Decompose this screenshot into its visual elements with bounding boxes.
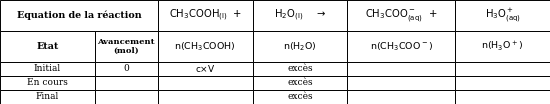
Text: $\rm n(H_3O^+)$: $\rm n(H_3O^+)$ <box>481 40 524 53</box>
Bar <box>455 76 550 90</box>
Bar <box>95 76 158 90</box>
Bar <box>252 76 348 90</box>
Text: 0: 0 <box>123 64 129 73</box>
Bar <box>252 90 348 104</box>
Text: Etat: Etat <box>36 42 59 51</box>
Bar <box>158 90 252 104</box>
Bar <box>158 0 252 31</box>
Bar <box>252 0 348 31</box>
Text: $\rm n(CH_3COOH)$: $\rm n(CH_3COOH)$ <box>174 40 236 53</box>
Text: excès: excès <box>287 92 313 102</box>
Bar <box>0 90 95 104</box>
Bar <box>348 76 455 90</box>
Bar <box>0 62 95 76</box>
Text: Final: Final <box>36 92 59 102</box>
Text: Initial: Initial <box>34 64 61 73</box>
Bar <box>252 31 348 62</box>
Text: $\rm c{\times}V$: $\rm c{\times}V$ <box>195 63 216 74</box>
Text: $\rm n(H_2O)$: $\rm n(H_2O)$ <box>283 40 317 53</box>
Bar <box>348 90 455 104</box>
Bar <box>455 90 550 104</box>
Text: $\rm H_3O^+_{(aq)}$: $\rm H_3O^+_{(aq)}$ <box>485 7 520 24</box>
Bar <box>95 90 158 104</box>
Bar <box>158 62 252 76</box>
Text: $\rm CH_3COOH_{(l)}$  $+$: $\rm CH_3COOH_{(l)}$ $+$ <box>168 8 241 23</box>
Text: Equation de la réaction: Equation de la réaction <box>16 11 141 20</box>
Bar <box>348 62 455 76</box>
Text: $\rm n(CH_3COO^-)$: $\rm n(CH_3COO^-)$ <box>370 40 433 53</box>
Bar <box>95 62 158 76</box>
Bar <box>348 31 455 62</box>
Bar <box>0 31 95 62</box>
Bar <box>158 76 252 90</box>
Text: Avancement
(mol): Avancement (mol) <box>97 38 155 55</box>
Bar <box>455 62 550 76</box>
Text: $\rm H_2O_{(l)}$    $\rightarrow$: $\rm H_2O_{(l)}$ $\rightarrow$ <box>274 8 326 23</box>
Text: En cours: En cours <box>27 78 68 87</box>
Text: excès: excès <box>287 64 313 73</box>
Bar <box>0 0 158 31</box>
Text: $\rm CH_3COO^-_{(aq)}$  $+$: $\rm CH_3COO^-_{(aq)}$ $+$ <box>365 7 437 24</box>
Bar <box>158 31 252 62</box>
Bar <box>0 76 95 90</box>
Bar <box>95 31 158 62</box>
Bar <box>348 0 455 31</box>
Bar <box>455 0 550 31</box>
Bar <box>455 31 550 62</box>
Text: excès: excès <box>287 78 313 87</box>
Bar <box>252 62 348 76</box>
